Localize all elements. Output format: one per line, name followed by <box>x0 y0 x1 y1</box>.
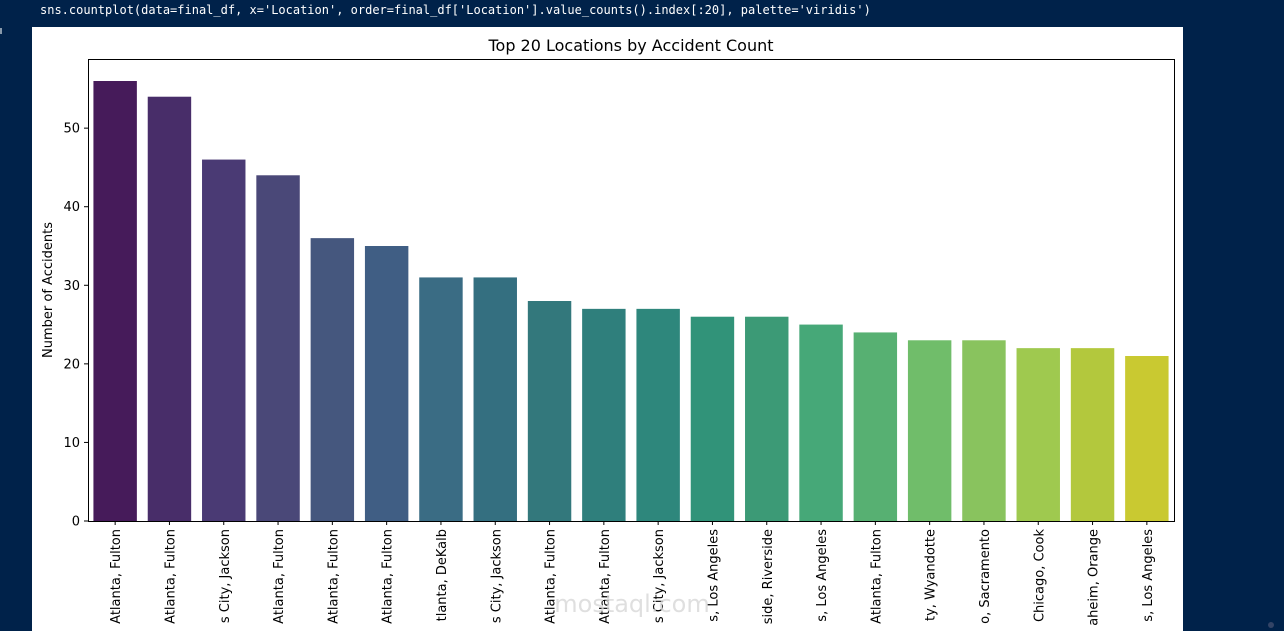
x-tick-label: s City, Jackson <box>652 529 667 623</box>
scrollbar-handle[interactable] <box>1268 622 1274 628</box>
x-tick-label: s, Los Angeles <box>1141 529 1156 622</box>
x-tick-label: aheim, Orange <box>1087 529 1102 626</box>
y-axis-label: Number of Accidents <box>41 222 56 358</box>
bar <box>202 159 246 522</box>
bar <box>1016 348 1060 521</box>
bar <box>147 96 192 521</box>
y-tick-label: 10 <box>63 436 80 451</box>
x-tick-label: Atlanta, Fulton <box>326 529 341 624</box>
bar <box>1125 356 1169 521</box>
x-tick-label: Atlanta, Fulton <box>272 529 287 624</box>
bar <box>962 340 1006 521</box>
bar <box>690 316 735 521</box>
bar <box>310 238 355 521</box>
chart-title: Top 20 Locations by Accident Count <box>487 36 773 55</box>
bar <box>364 246 409 521</box>
bar <box>636 308 680 521</box>
y-tick-label: 40 <box>63 200 80 215</box>
x-tick-label: s City, Jackson <box>489 529 504 623</box>
bar <box>93 81 137 521</box>
y-tick-label: 20 <box>63 357 80 372</box>
plot-frame <box>88 59 1175 522</box>
cell-marker <box>0 28 2 34</box>
y-tick-label: 50 <box>63 122 80 137</box>
x-tick-label: tlanta, DeKalb <box>435 529 450 621</box>
x-tick-label: s, Los Angeles <box>815 529 830 622</box>
bar <box>907 340 952 521</box>
chart-figure: Top 20 Locations by Accident Count Numbe… <box>32 27 1183 631</box>
bar <box>853 332 898 521</box>
x-tick-label: Atlanta, Fulton <box>598 529 613 624</box>
x-tick-label: Atlanta, Fulton <box>381 529 396 624</box>
bar <box>419 277 463 521</box>
bar <box>527 301 572 521</box>
x-tick-label: ty, Wyandotte <box>924 529 939 621</box>
y-tick-label: 0 <box>72 515 80 530</box>
x-tick-label: side, Riverside <box>761 529 776 624</box>
watermark: mostaql.com <box>554 590 709 618</box>
x-tick-label: Chicago, Cook <box>1032 529 1047 622</box>
bar-chart: Top 20 Locations by Accident Count Numbe… <box>41 36 1175 626</box>
x-tick-label: s, Los Angeles <box>706 529 721 622</box>
bar <box>256 175 300 522</box>
x-tick-label: Atlanta, Fulton <box>163 529 178 624</box>
bar <box>473 277 517 521</box>
x-tick-label: o, Sacramento <box>978 529 993 624</box>
bar <box>799 324 843 521</box>
x-tick-label: Atlanta, Fulton <box>109 529 124 624</box>
bar <box>1070 348 1115 521</box>
x-tick-label: Atlanta, Fulton <box>544 529 559 624</box>
x-tick-label: s City, Jackson <box>218 529 233 623</box>
code-cell-line: sns.countplot(data=final_df, x='Location… <box>40 3 871 17</box>
x-tick-label: Atlanta, Fulton <box>869 529 884 624</box>
bar <box>582 308 626 521</box>
bar <box>745 316 789 521</box>
y-tick-label: 30 <box>63 279 80 294</box>
